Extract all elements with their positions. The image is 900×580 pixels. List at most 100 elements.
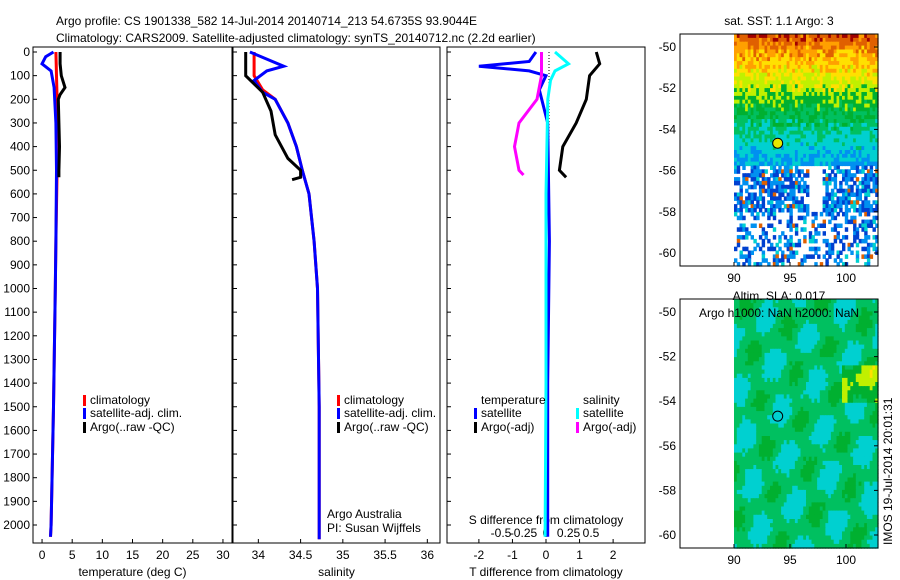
map-cell bbox=[855, 386, 860, 391]
map-cell bbox=[825, 311, 829, 317]
map-cell bbox=[745, 477, 749, 483]
map-cell bbox=[869, 142, 874, 147]
map-cell bbox=[850, 382, 854, 387]
map-cell bbox=[772, 61, 777, 66]
map-cell bbox=[761, 49, 766, 54]
map-cell bbox=[855, 95, 860, 101]
map-cell bbox=[839, 419, 843, 425]
map-cell bbox=[861, 99, 865, 105]
map-cell bbox=[794, 49, 799, 54]
map-cell bbox=[844, 344, 849, 350]
map-cell bbox=[811, 122, 815, 128]
map-cell bbox=[739, 88, 743, 93]
map-cell bbox=[747, 57, 752, 62]
map-cell bbox=[836, 323, 840, 329]
map-cell bbox=[858, 382, 862, 387]
map-cell bbox=[783, 452, 788, 458]
map-cell bbox=[789, 76, 793, 81]
map-cell bbox=[797, 45, 802, 51]
map-cell bbox=[747, 184, 752, 190]
map-cell bbox=[847, 138, 851, 143]
map-cell bbox=[833, 369, 838, 375]
map-cell bbox=[797, 481, 802, 487]
map-cell bbox=[797, 184, 802, 190]
map-cell bbox=[844, 177, 849, 182]
map-cell bbox=[756, 477, 760, 483]
map-cell bbox=[800, 169, 804, 174]
map-cell bbox=[753, 41, 757, 47]
legend-argo-raw-swatch bbox=[337, 422, 340, 433]
map-cell bbox=[803, 88, 807, 93]
map-cell bbox=[742, 165, 746, 170]
map-cell bbox=[825, 61, 829, 66]
map-cell bbox=[756, 419, 760, 425]
map-cell bbox=[864, 103, 868, 109]
map-cell bbox=[742, 440, 746, 445]
map-cell bbox=[814, 303, 818, 308]
map-cell bbox=[734, 115, 738, 120]
map-cell bbox=[745, 208, 749, 213]
map-cell bbox=[736, 235, 741, 240]
map-cell bbox=[770, 448, 774, 454]
map-cell bbox=[770, 246, 774, 252]
map-cell bbox=[872, 107, 876, 112]
map-cell bbox=[745, 107, 749, 112]
map-cell bbox=[797, 307, 802, 313]
map-cell bbox=[842, 477, 846, 483]
map-cell bbox=[761, 440, 766, 445]
map-cell bbox=[783, 423, 788, 429]
map-cell bbox=[842, 299, 846, 304]
map-cell bbox=[758, 119, 763, 124]
map-cell bbox=[875, 406, 879, 412]
map-cell bbox=[817, 369, 821, 375]
map-cell bbox=[819, 390, 824, 396]
map-cell bbox=[819, 45, 824, 51]
map-cell bbox=[853, 88, 857, 93]
map-cell bbox=[750, 53, 754, 58]
map-cell bbox=[861, 180, 865, 186]
map-cell bbox=[858, 369, 862, 375]
map-cell bbox=[839, 348, 843, 354]
map-cell bbox=[783, 398, 788, 404]
map-cell bbox=[844, 150, 849, 155]
map-cell bbox=[850, 423, 854, 429]
map-cell bbox=[875, 315, 879, 321]
map-cell bbox=[747, 208, 752, 213]
map-cell bbox=[853, 119, 857, 124]
map-cell bbox=[778, 68, 782, 74]
map-cell bbox=[745, 465, 749, 470]
map-cell bbox=[747, 406, 752, 412]
map-cell bbox=[861, 68, 865, 74]
map-cell bbox=[866, 382, 871, 387]
map-cell bbox=[828, 386, 832, 391]
map-cell bbox=[770, 88, 774, 93]
map-cell bbox=[817, 394, 821, 400]
legend-argo-raw: Argo(..raw -QC) bbox=[90, 420, 175, 434]
map-cell bbox=[786, 122, 790, 128]
map-cell bbox=[781, 328, 785, 333]
map-cell bbox=[847, 423, 851, 429]
map-cell bbox=[750, 323, 754, 329]
map-cell bbox=[745, 92, 749, 97]
map-cell bbox=[828, 153, 832, 159]
map-cell bbox=[742, 431, 746, 437]
x-tick-label: 35.5 bbox=[373, 548, 397, 562]
map-cell bbox=[839, 130, 843, 136]
map-cell bbox=[786, 406, 790, 412]
map-cell bbox=[772, 188, 777, 194]
map-cell bbox=[775, 315, 779, 321]
map-cell bbox=[811, 134, 815, 139]
map-cell bbox=[817, 411, 821, 416]
map-cell bbox=[819, 377, 824, 383]
map-cell bbox=[794, 319, 799, 325]
map-cell bbox=[853, 348, 857, 354]
map-cell bbox=[781, 477, 785, 483]
map-cell bbox=[745, 122, 749, 128]
map-cell bbox=[745, 419, 749, 425]
map-cell bbox=[869, 49, 874, 54]
map-cell bbox=[770, 130, 774, 136]
map-cell bbox=[822, 126, 826, 132]
map-cell bbox=[789, 37, 793, 43]
map-cell bbox=[764, 469, 768, 474]
map-cell bbox=[819, 398, 824, 404]
